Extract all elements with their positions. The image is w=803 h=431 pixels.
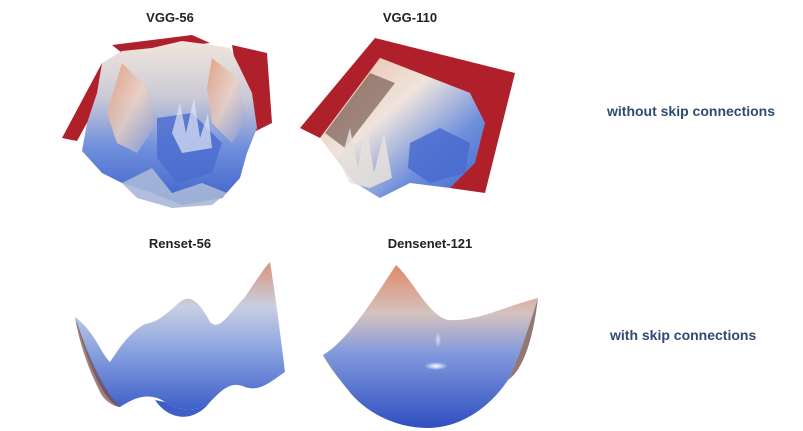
row-label-without-skip: without skip connections [607,103,776,119]
panel-title-resnet56: Renset-56 [148,236,212,251]
densenet-highlight-upper [435,332,441,348]
loss-surface-vgg110 [300,38,515,198]
panel-title-densenet121: Densenet-121 [387,236,473,251]
resnet56-surface-body [75,262,285,410]
vgg56-surface-spikes [172,98,212,153]
loss-surface-resnet56 [75,262,285,417]
vgg110-surface-valley [408,128,470,183]
row-label-with-skip: with skip connections [610,327,757,343]
densenet-highlight-lower [424,362,448,370]
panel-title-vgg56: VGG-56 [146,10,194,25]
vgg56-surface-front [122,168,227,208]
vgg56-surface-ridge [107,63,157,153]
vgg56-red-edge-right [232,45,272,133]
panel-title-vgg110: VGG-110 [382,10,438,25]
vgg56-red-edge-top [112,35,210,53]
densenet-surface-body [323,265,538,428]
resnet56-surface-front-dip [155,400,210,417]
vgg56-surface-ridge-right [207,58,247,143]
vgg110-surface-dark [325,73,395,148]
loss-surface-vgg56 [62,35,272,208]
loss-surface-densenet121 [323,265,538,428]
vgg110-surface-spikes [340,123,392,188]
